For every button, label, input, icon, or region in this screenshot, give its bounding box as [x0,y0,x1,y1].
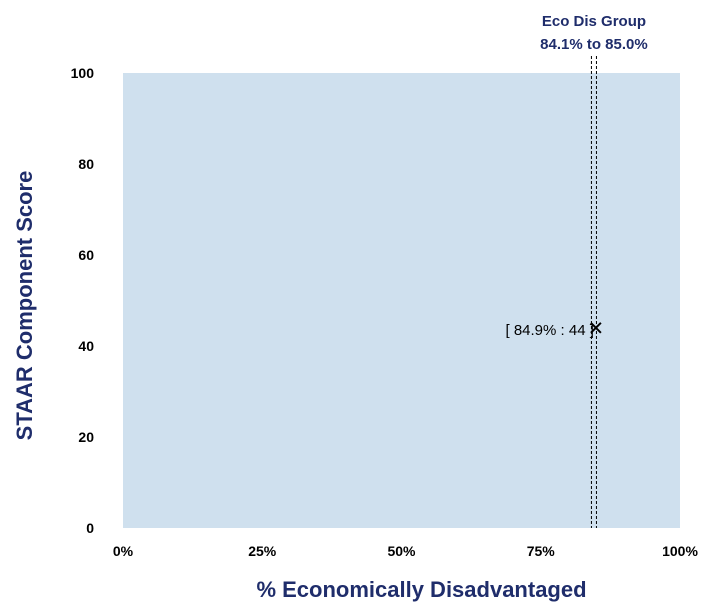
y-tick-label: 40 [78,338,94,354]
x-tick-label: 25% [248,543,277,559]
plot-area [123,73,680,528]
y-axis-ticks: 0 20 40 60 80 100 [71,65,95,536]
x-axis-title: % Economically Disadvantaged [256,577,586,602]
x-marker-stroke [590,322,602,334]
data-points: [ 84.9% : 44 ] [506,322,602,339]
y-tick-label: 80 [78,156,94,172]
group-band-range-label: 84.1% to 85.0% [540,36,648,53]
y-tick-label: 0 [86,520,94,536]
data-point-label: [ 84.9% : 44 ] [506,322,594,339]
y-tick-label: 60 [78,247,94,263]
y-tick-label: 20 [78,429,94,445]
x-axis-ticks: 0% 25% 50% 75% 100% [113,543,699,559]
data-point: [ 84.9% : 44 ] [506,322,602,339]
group-band-title: Eco Dis Group [542,13,646,30]
x-tick-label: 100% [662,543,698,559]
y-axis-title: STAAR Component Score [12,171,37,441]
x-tick-label: 75% [527,543,556,559]
eco-dis-group-band [590,56,597,528]
x-tick-label: 0% [113,543,134,559]
y-tick-label: 100 [71,65,95,81]
x-tick-label: 50% [387,543,416,559]
